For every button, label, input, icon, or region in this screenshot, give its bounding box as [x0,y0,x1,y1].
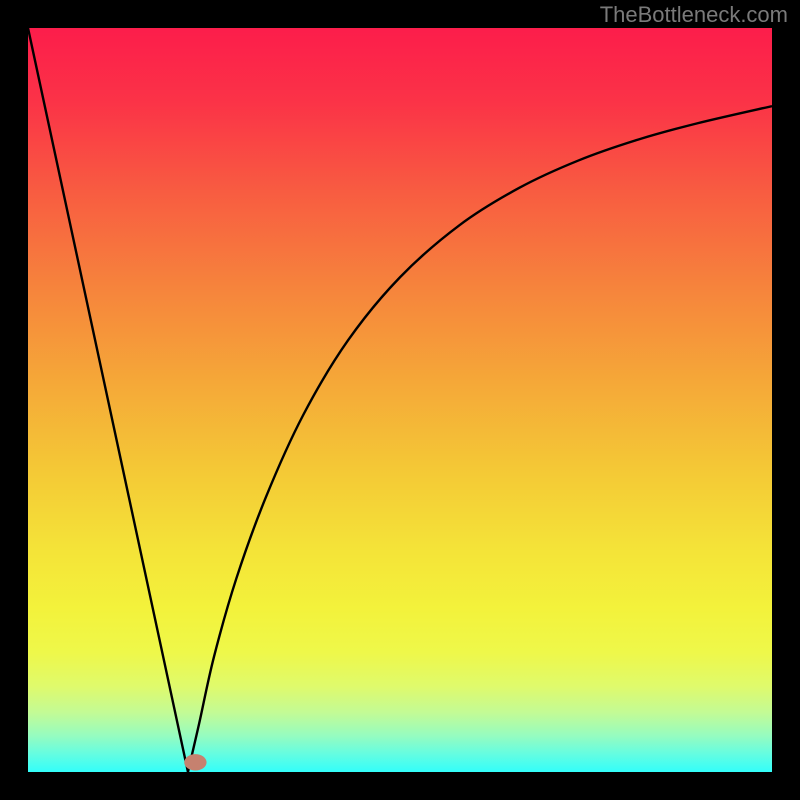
watermark-text: TheBottleneck.com [600,2,788,28]
minimum-marker [184,754,206,770]
chart-background-gradient [28,28,772,772]
chart-svg [28,28,772,772]
chart-plot-area [28,28,772,772]
